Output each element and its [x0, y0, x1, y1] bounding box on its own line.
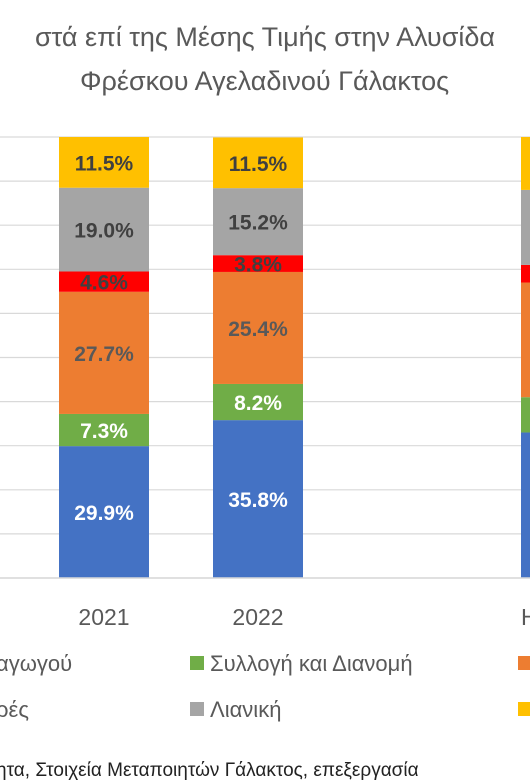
data-label: 15.2%	[228, 212, 288, 235]
data-label: 8.2%	[234, 392, 282, 415]
bar-segment	[213, 271, 303, 384]
data-label: 4.6%	[80, 272, 128, 295]
data-label: 3.8%	[234, 254, 282, 277]
chart-title-line-2: Φρέσκου Αγελαδινού Γάλακτος	[80, 66, 450, 96]
bar-segment-partial	[521, 432, 530, 578]
legend-label: ρές	[0, 697, 29, 722]
bar-segment-partial	[521, 137, 530, 190]
bar-segment	[59, 291, 149, 414]
data-label: 11.5%	[229, 153, 288, 176]
stacked-bar-chart: 29.9% 7.3% 27.7% 4.6% 19.0% 11.5% 2021 35.8% 8.2…	[0, 136, 530, 630]
bar-segment	[59, 413, 149, 447]
legend-swatch-yellow	[518, 702, 530, 717]
bar-segment	[213, 420, 303, 578]
legend-item-gray: Λιανική	[190, 697, 281, 723]
bar-segment	[213, 255, 303, 272]
legend-item-yellow	[518, 697, 530, 723]
x-tick-label: 2022	[232, 604, 283, 630]
legend-label: Λιανική	[210, 697, 282, 722]
data-label: 25.4%	[228, 318, 288, 341]
data-label: 19.0%	[74, 220, 134, 243]
bar-segment	[213, 383, 303, 421]
legend-item-partial-2: ρές	[0, 697, 29, 723]
x-tick-label-partial: Η	[521, 604, 530, 630]
bar-segment	[59, 187, 149, 272]
bar-segment	[213, 137, 303, 189]
bar-segment	[213, 188, 303, 256]
bar-segment-partial	[521, 282, 530, 398]
bar-segment	[59, 271, 149, 292]
data-label: 29.9%	[74, 502, 134, 525]
bar-segment	[59, 446, 149, 578]
legend-item-green: Συλλογή και Διανομή	[190, 651, 413, 677]
legend-label: Συλλογή και Διανομή	[210, 651, 413, 676]
data-label: 27.7%	[74, 343, 134, 366]
data-label: 11.5%	[75, 152, 134, 175]
data-label: 35.8%	[228, 489, 288, 512]
legend-swatch-green	[190, 656, 204, 671]
source-note: ητα, Στοιχεία Μεταποιητών Γάλακτος, επεξ…	[0, 760, 419, 781]
bar-segment-partial	[521, 189, 530, 265]
bar-segment-partial	[521, 264, 530, 283]
legend-item-orange	[518, 651, 530, 677]
x-tick-label: 2021	[78, 604, 129, 630]
chart-title-line-1: στά επί της Μέσης Τιμής στην Αλυσίδα	[34, 22, 495, 52]
legend-item-partial-1: αγωγού	[0, 651, 72, 677]
bar-segment-partial	[521, 397, 530, 433]
bar-segment	[59, 137, 149, 188]
legend-swatch-orange	[518, 656, 530, 671]
data-label: 7.3%	[80, 420, 128, 443]
legend-label: αγωγού	[0, 651, 73, 676]
legend-swatch-gray	[190, 702, 204, 717]
